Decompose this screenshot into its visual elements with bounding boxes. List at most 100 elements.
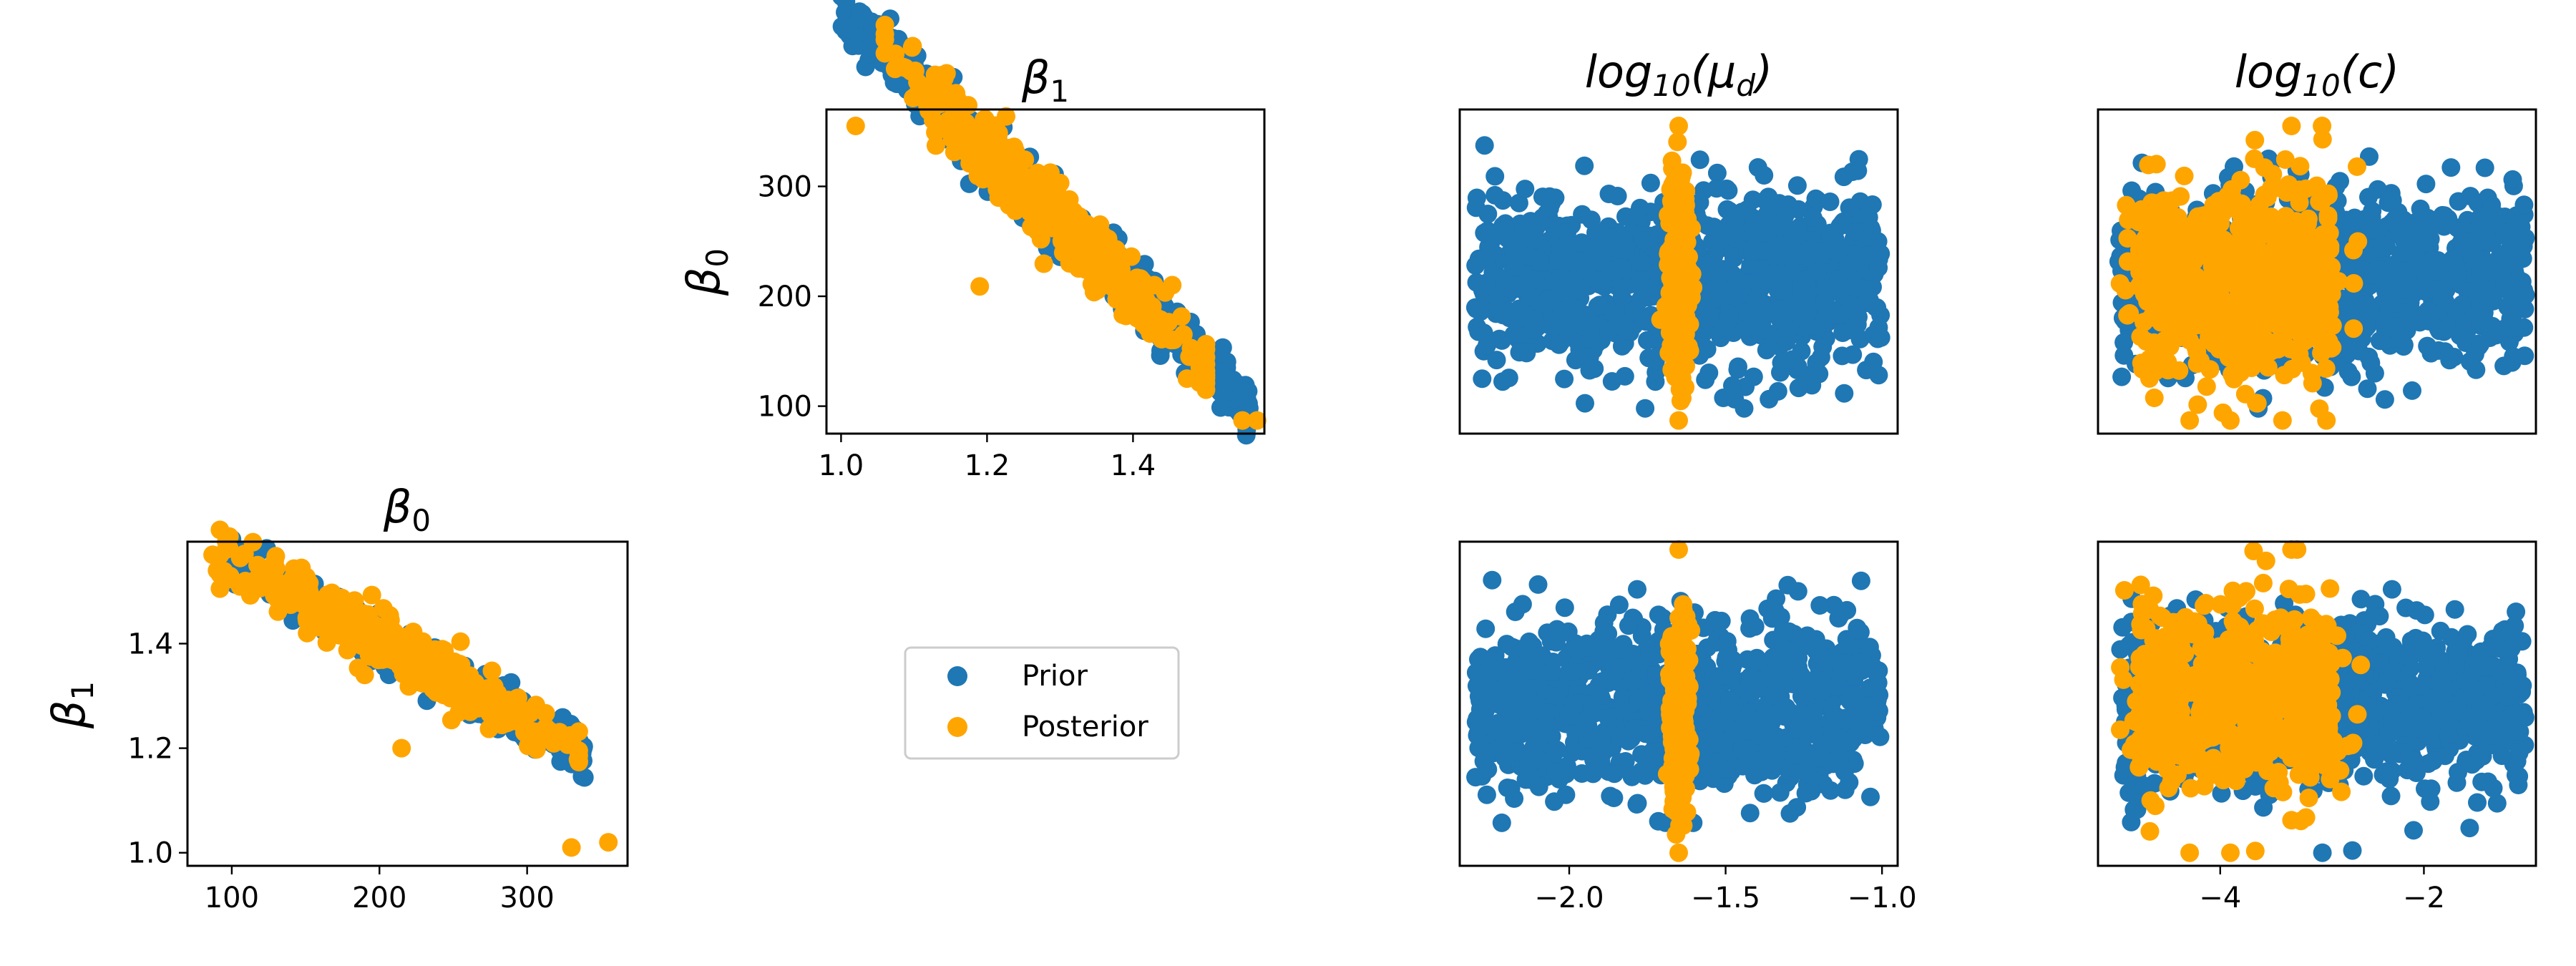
y-axis-label: β1 <box>43 681 100 729</box>
x-tick-label: 1.0 <box>819 449 864 482</box>
prior-point <box>1820 192 1840 211</box>
posterior-point <box>2200 360 2220 379</box>
prior-point <box>1704 308 1724 327</box>
prior-point <box>1796 248 1815 268</box>
posterior-point <box>2303 374 2322 393</box>
prior-point <box>2390 328 2409 348</box>
prior-point <box>2421 343 2441 363</box>
prior-point <box>1871 328 1890 347</box>
posterior-point <box>1113 305 1133 324</box>
y-tick-label: 1.2 <box>127 733 173 766</box>
posterior-point <box>2245 130 2265 150</box>
posterior-point <box>2268 178 2286 197</box>
posterior-point <box>424 658 444 678</box>
prior-point <box>2449 192 2468 211</box>
posterior-point <box>2145 389 2164 407</box>
posterior-point <box>392 738 411 758</box>
prior-point <box>1531 253 1550 272</box>
prior-point <box>1696 370 1715 389</box>
posterior-point <box>902 38 922 57</box>
panel-beta0-vs-beta1: β0 β1 100 200 300 1.01.21.4 <box>43 481 629 914</box>
posterior-point <box>2286 303 2306 323</box>
posterior-point <box>1666 368 1685 387</box>
prior-point <box>2416 175 2436 194</box>
prior-point <box>2475 158 2494 177</box>
posterior-point <box>2205 213 2225 233</box>
posterior-point <box>2135 285 2154 304</box>
prior-point <box>2478 280 2497 299</box>
prior-point <box>1480 223 1499 243</box>
posterior-point <box>2348 157 2366 176</box>
prior-point <box>2401 298 2420 317</box>
posterior-point <box>203 545 223 565</box>
prior-point <box>1599 322 1619 341</box>
prior-point <box>1576 260 1596 280</box>
prior-point <box>1847 245 1866 264</box>
prior-point <box>2512 218 2531 237</box>
prior-point <box>2471 314 2490 333</box>
posterior-point <box>935 69 954 88</box>
posterior-point <box>298 623 317 643</box>
posterior-point <box>1069 225 1088 244</box>
posterior-point <box>2175 166 2194 185</box>
x-ticks: 1.0 1.2 1.4 <box>819 434 1156 482</box>
prior-point <box>1820 223 1840 243</box>
posterior-point <box>974 170 992 189</box>
prior-point <box>1504 325 1523 344</box>
posterior-point <box>1174 325 1193 344</box>
prior-point <box>1753 241 1772 260</box>
prior-point <box>1807 261 1827 280</box>
prior-point <box>1234 384 1254 403</box>
posterior-point <box>2219 348 2238 367</box>
prior-point <box>1473 369 1492 389</box>
prior-point <box>1707 179 1726 198</box>
posterior-point <box>2285 235 2304 255</box>
posterior-point <box>2236 342 2255 361</box>
prior-point <box>1516 180 1535 199</box>
prior-point <box>1556 239 1575 258</box>
prior-point <box>1845 222 1864 241</box>
panel-log10mud-vs-beta0: log10(μd) <box>1458 46 1899 435</box>
posterior-point <box>1006 201 1025 220</box>
posterior-point <box>1159 313 1179 332</box>
prior-point <box>1723 265 1742 284</box>
prior-point <box>2368 180 2387 199</box>
prior-point <box>1833 323 1853 342</box>
prior-point <box>1797 366 1817 385</box>
posterior-point <box>2303 298 2323 317</box>
posterior-point <box>2170 361 2189 380</box>
posterior-point <box>2188 395 2207 414</box>
panel-title: log10(μd) <box>1585 46 1772 103</box>
prior-point <box>1573 205 1592 224</box>
prior-point <box>1552 301 1571 321</box>
prior-point <box>1728 360 1747 379</box>
posterior-point <box>2307 176 2326 195</box>
posterior-point <box>1034 254 1053 273</box>
scatter-points <box>1466 540 1890 862</box>
prior-point <box>1499 369 1518 388</box>
prior-point <box>1719 201 1739 220</box>
prior-point <box>1602 372 1621 391</box>
x-tick-label: 300 <box>499 882 554 914</box>
posterior-point <box>451 632 470 651</box>
posterior-point <box>2286 281 2306 301</box>
posterior-point <box>2221 411 2240 430</box>
posterior-point <box>1671 391 1690 411</box>
posterior-point <box>322 606 341 625</box>
prior-point <box>1869 366 1888 385</box>
prior-point <box>1475 250 1495 269</box>
posterior-point <box>2289 343 2308 362</box>
prior-point <box>2429 321 2449 341</box>
posterior-point <box>1026 192 1045 212</box>
posterior-point <box>2154 191 2173 210</box>
posterior-point <box>1083 245 1103 265</box>
posterior-point <box>1196 348 1216 367</box>
prior-point <box>2114 346 2134 365</box>
prior-point <box>1835 384 1854 403</box>
posterior-point <box>2153 303 2172 322</box>
posterior-point <box>2200 243 2220 263</box>
posterior-point <box>2290 180 2309 200</box>
prior-point <box>1572 233 1591 253</box>
prior-point <box>1636 399 1655 418</box>
